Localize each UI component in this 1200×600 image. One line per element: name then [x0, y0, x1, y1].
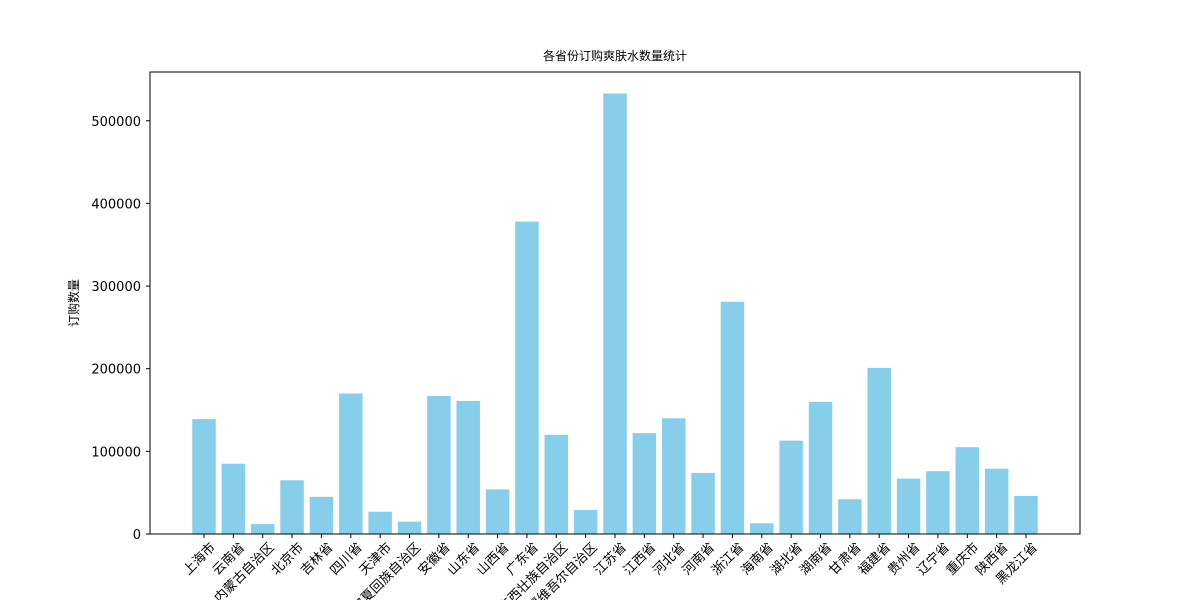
x-tick-label: 海南省 [738, 540, 777, 579]
y-tick-label: 300000 [91, 280, 141, 295]
bar [309, 496, 334, 534]
x-tick-label: 河北省 [650, 540, 688, 578]
x-tick-label: 辽宁省 [914, 540, 953, 579]
bar [280, 480, 304, 534]
y-axis-label: 订购数量 [66, 279, 81, 327]
x-tick-label: 湖南省 [796, 540, 835, 579]
bar [397, 521, 422, 534]
x-tick-label: 安徽省 [415, 540, 453, 578]
x-tick-label: 河南省 [679, 540, 718, 579]
bar [750, 523, 774, 534]
bar [427, 395, 451, 534]
bar [485, 489, 510, 534]
bar [603, 93, 627, 534]
bar [867, 367, 891, 534]
y-tick-label: 200000 [91, 363, 141, 378]
plot-frame [149, 71, 1081, 535]
bar [250, 524, 275, 534]
bar [221, 463, 246, 534]
x-tick-label: 山西省 [474, 540, 512, 578]
x-tick-label: 浙江省 [709, 540, 747, 578]
x-tick-label: 湖北省 [768, 540, 806, 578]
bar [1014, 495, 1038, 534]
bar [339, 393, 363, 534]
bar [926, 471, 950, 534]
chart-title: 各省份订购爽肤水数量统计 [543, 48, 687, 63]
bar [544, 434, 569, 534]
y-tick-label: 0 [133, 528, 141, 543]
bar [515, 221, 539, 534]
bar [896, 478, 921, 534]
x-tick-label: 山东省 [445, 540, 483, 578]
bar [984, 468, 1009, 534]
bar [573, 510, 598, 534]
bar [691, 472, 715, 534]
x-tick-label: 贵州省 [885, 540, 923, 578]
x-tick-label: 重庆市 [943, 540, 982, 579]
x-tick-label: 四川省 [327, 540, 365, 578]
bar [632, 433, 657, 534]
x-tick-label: 吉林省 [298, 540, 336, 578]
x-tick-label: 福建省 [856, 540, 894, 578]
x-tick-label: 江西省 [621, 540, 659, 578]
bar [192, 419, 216, 534]
bar [808, 401, 833, 534]
bar [955, 447, 980, 534]
y-tick-label: 500000 [91, 115, 141, 130]
bar [661, 418, 686, 534]
x-tick-label: 江苏省 [591, 540, 630, 579]
bar [456, 400, 480, 534]
x-tick-label: 上海市 [180, 540, 219, 579]
x-tick-label: 北京市 [268, 540, 307, 579]
bar [838, 499, 862, 534]
y-tick-label: 400000 [91, 197, 141, 212]
bar [779, 440, 803, 534]
x-tick-label: 甘肃省 [826, 540, 864, 578]
bar [720, 301, 745, 534]
y-tick-label: 100000 [91, 445, 141, 460]
bar [368, 511, 392, 534]
